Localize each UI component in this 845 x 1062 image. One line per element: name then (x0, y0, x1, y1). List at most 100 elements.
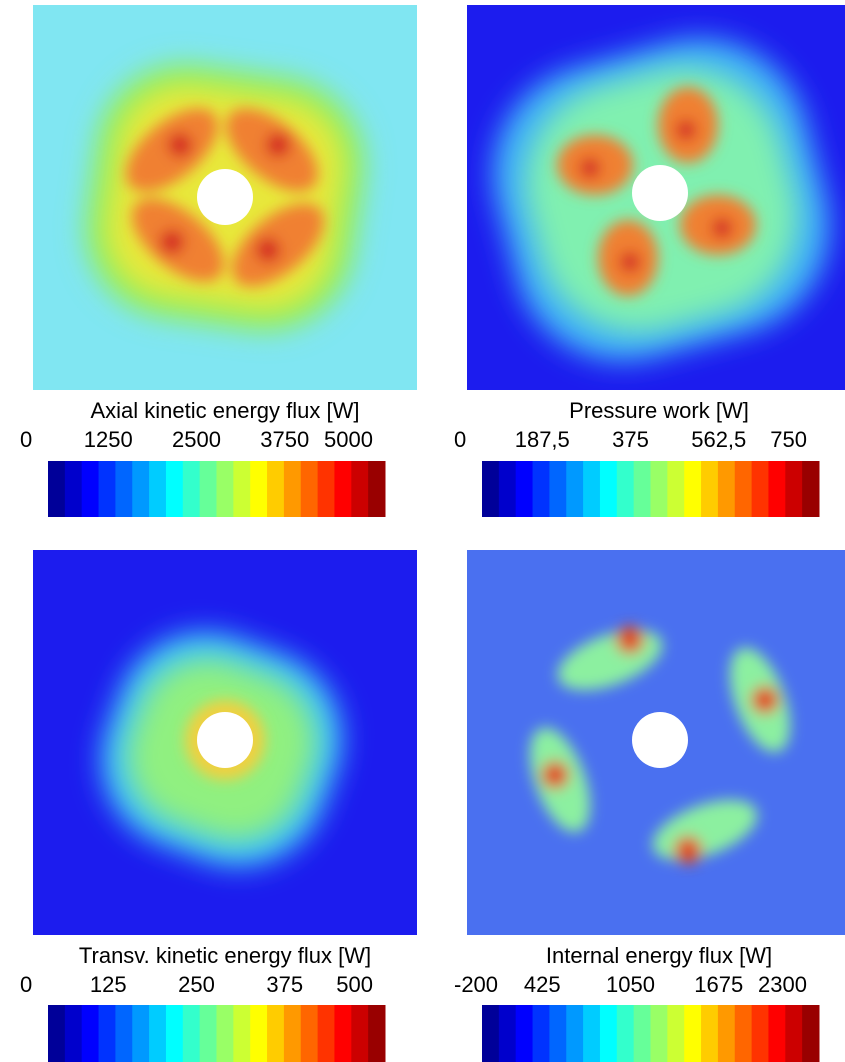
colorbar-tick-label: 562,5 (691, 427, 746, 452)
colorbar-tick-label: 1050 (606, 972, 655, 997)
colorbar-tick-label: 250 (178, 972, 215, 997)
colorbar-swatch (233, 1005, 251, 1062)
colorbar-swatch (81, 1005, 100, 1062)
colorbar-swatch (751, 1005, 769, 1062)
colorbar-swatch (498, 1005, 517, 1062)
colorbar-swatch (250, 461, 268, 517)
colorbar-swatch (650, 461, 668, 517)
colorbar-swatch (616, 461, 635, 517)
colorbar-swatch (616, 1005, 635, 1062)
colorbar-swatch (115, 461, 133, 517)
colorbar-swatch (334, 461, 352, 517)
colorbar-swatch (650, 1005, 668, 1062)
colorbar-swatch (684, 461, 702, 517)
colorbar-swatch (300, 461, 319, 517)
colorbar-swatch (701, 461, 719, 517)
colorbar-swatch (549, 1005, 567, 1062)
colorbar-title: Axial kinetic energy flux [W] (91, 398, 360, 423)
colorbar-swatch (768, 461, 786, 517)
colorbar-swatch (566, 1005, 584, 1062)
colorbar-swatch (599, 461, 618, 517)
colorbar-tick-label: 0 (20, 972, 32, 997)
colorbar-swatch (48, 1005, 66, 1062)
colorbar-swatch (149, 1005, 167, 1062)
colorbar-swatch (132, 1005, 150, 1062)
colorbar-tick-label: 187,5 (515, 427, 570, 452)
colorbar-swatch (267, 1005, 285, 1062)
colorbar-swatch (182, 1005, 201, 1062)
colorbar-swatch (734, 461, 753, 517)
colorbar-tick-label: -200 (454, 972, 498, 997)
colorbar-tick-label: 125 (90, 972, 127, 997)
colorbar-swatch (334, 1005, 352, 1062)
colorbar-swatch (98, 1005, 116, 1062)
colorbar-swatch (132, 461, 150, 517)
colorbar-tick-label: 375 (612, 427, 649, 452)
colorbar-tick-label: 425 (524, 972, 561, 997)
colorbar-swatch (633, 461, 651, 517)
field-transverse (33, 550, 417, 935)
colorbar-tick-label: 3750 (260, 427, 309, 452)
colorbar-swatch (583, 1005, 601, 1062)
colorbar-swatch (351, 1005, 369, 1062)
colorbar-swatch (283, 1005, 302, 1062)
colorbar-swatch (701, 1005, 719, 1062)
colorbar-swatch (317, 1005, 335, 1062)
colorbar-swatch (216, 461, 234, 517)
colorbar-swatch (667, 461, 685, 517)
colorbar-tick-label: 0 (20, 427, 32, 452)
colorbar-title: Transv. kinetic energy flux [W] (79, 943, 371, 968)
colorbar-swatch (165, 1005, 184, 1062)
colorbar-title: Pressure work [W] (569, 398, 749, 423)
colorbar-swatch (566, 461, 584, 517)
colorbar-tick-label: 500 (336, 972, 373, 997)
colorbar-swatch (81, 461, 100, 517)
colorbar-swatch (549, 461, 567, 517)
colorbar-swatch (199, 461, 217, 517)
colorbar-swatch (165, 461, 184, 517)
colorbar-swatch (199, 1005, 217, 1062)
colorbar-swatch (717, 461, 736, 517)
colorbar-tick-label: 1250 (84, 427, 133, 452)
colorbar-swatch (351, 461, 369, 517)
colorbar-swatch (48, 461, 66, 517)
colorbar-tick-label: 2500 (172, 427, 221, 452)
colorbar-swatch (515, 461, 534, 517)
colorbar-swatch (667, 1005, 685, 1062)
colorbar-tick-label: 2300 (758, 972, 807, 997)
colorbar-swatch (233, 461, 251, 517)
colorbar-swatch (583, 461, 601, 517)
colorbar-swatch (802, 1005, 820, 1062)
colorbar-swatch (532, 1005, 550, 1062)
colorbar-swatch (149, 461, 167, 517)
colorbar-tick-label: 1675 (694, 972, 743, 997)
colorbar-swatch (802, 461, 820, 517)
colorbar-swatch (532, 461, 550, 517)
colorbar-swatch (98, 461, 116, 517)
colorbar-title: Internal energy flux [W] (546, 943, 772, 968)
colorbar-swatch (64, 461, 83, 517)
field-axial (33, 5, 417, 390)
field-internal (467, 550, 845, 935)
colorbar-swatch (283, 461, 302, 517)
colorbar-tick-label: 0 (454, 427, 466, 452)
colorbar-swatch (368, 1005, 386, 1062)
colorbar-swatch (717, 1005, 736, 1062)
colorbar-swatch (482, 1005, 500, 1062)
colorbar-swatch (599, 1005, 618, 1062)
colorbar-tick-label: 5000 (324, 427, 373, 452)
colorbar-swatch (300, 1005, 319, 1062)
colorbar-tick-label: 375 (266, 972, 303, 997)
colorbar-swatch (684, 1005, 702, 1062)
colorbar-swatch (768, 1005, 786, 1062)
colorbar-swatch (115, 1005, 133, 1062)
colorbar-swatch (482, 461, 500, 517)
colorbar-swatch (633, 1005, 651, 1062)
colorbar-swatch (734, 1005, 753, 1062)
colorbar-swatch (368, 461, 386, 517)
colorbar-tick-label: 750 (770, 427, 807, 452)
colorbar-swatch (64, 1005, 83, 1062)
colorbar-swatch (498, 461, 517, 517)
